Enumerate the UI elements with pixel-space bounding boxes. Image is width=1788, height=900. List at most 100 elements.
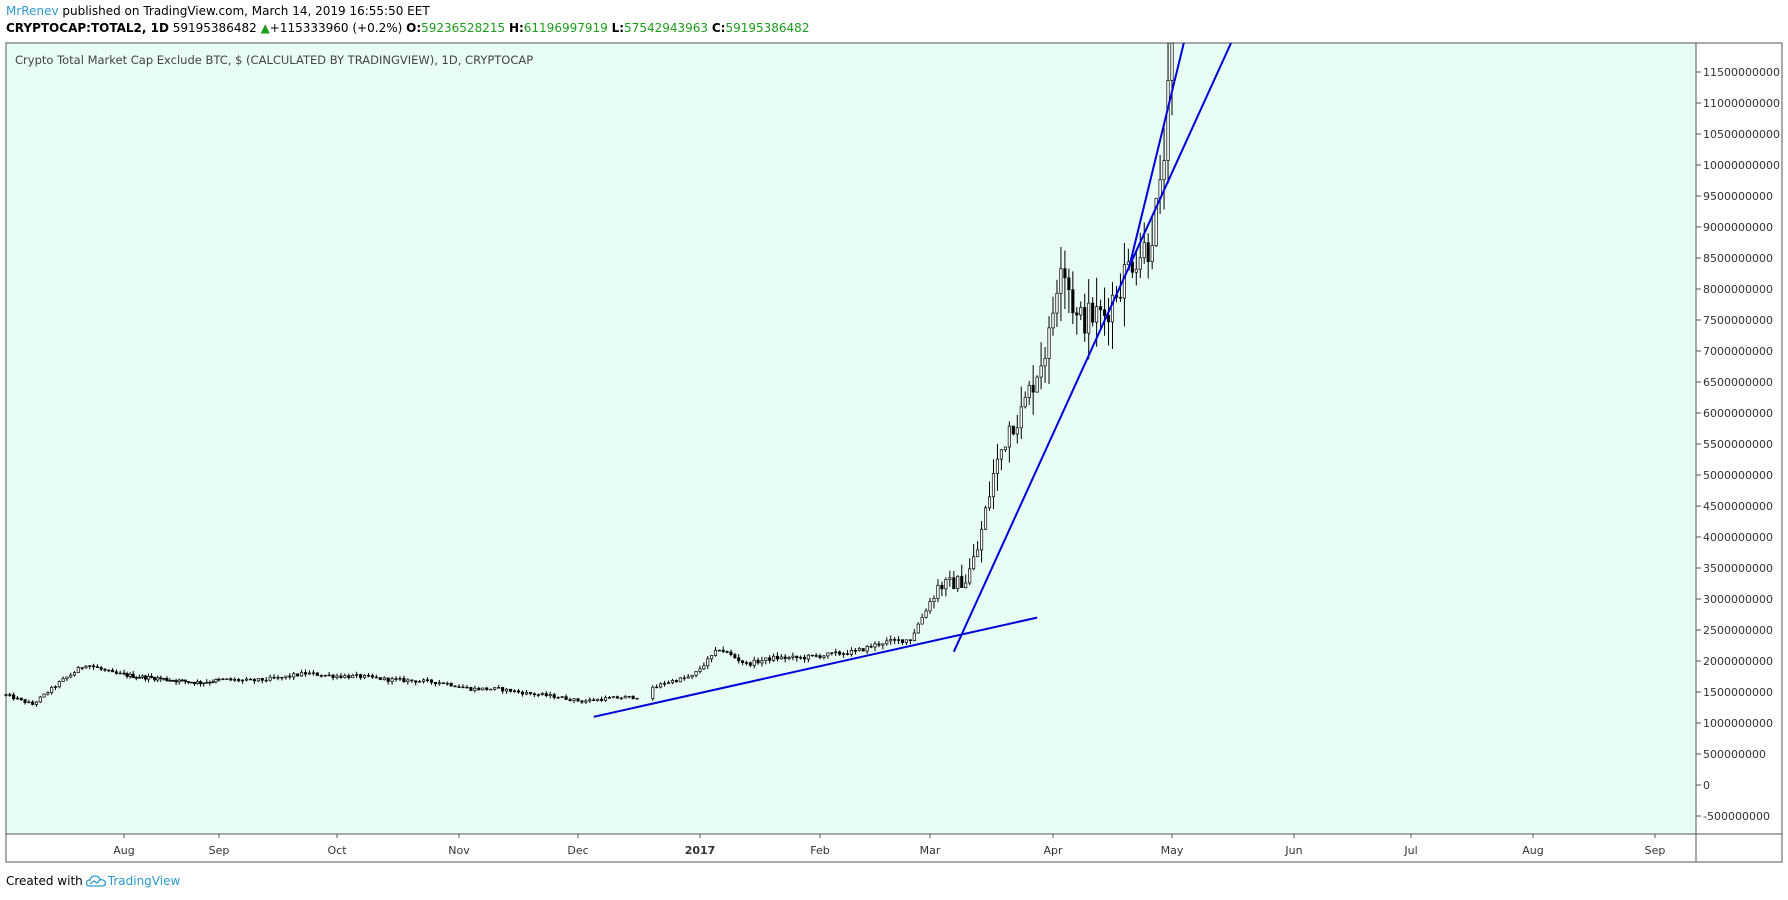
trendline-2[interactable]: [952, 42, 1232, 653]
candle: [211, 679, 215, 684]
candle-body: [140, 675, 144, 678]
candle: [177, 678, 181, 685]
candle: [741, 660, 745, 666]
time-axis-tick-label: Aug: [113, 844, 134, 857]
candle-body: [520, 691, 525, 695]
trendline-3[interactable]: [1127, 42, 1185, 271]
candle-body: [1095, 306, 1099, 323]
candle: [199, 680, 203, 687]
candle-body: [580, 700, 584, 703]
candle: [27, 699, 31, 704]
candle: [95, 664, 99, 668]
candle: [928, 597, 932, 614]
time-axis-panel: [5, 833, 1697, 863]
candle-body: [386, 677, 390, 682]
candle-body: [19, 697, 23, 700]
candle: [952, 570, 956, 590]
candle: [398, 676, 402, 682]
candle: [125, 671, 129, 679]
price-axis-tick-label: 8500000000: [1703, 252, 1773, 265]
candle: [536, 693, 540, 698]
candle-body: [1110, 294, 1115, 323]
candle-body: [556, 697, 560, 699]
candle-body: [153, 677, 157, 681]
candle: [4, 693, 8, 697]
candle: [38, 695, 42, 704]
candle: [131, 670, 135, 678]
candle: [23, 698, 27, 705]
candle-body: [1019, 406, 1023, 429]
candle-body: [1055, 292, 1059, 314]
candle-body: [842, 653, 846, 655]
candle-body: [195, 681, 200, 684]
candle: [469, 686, 473, 692]
candle-body: [1067, 277, 1071, 291]
candle: [944, 577, 948, 597]
candle: [964, 574, 968, 589]
candle: [225, 678, 229, 680]
price-axis-tick-label: 500000000: [1703, 748, 1766, 761]
candle-body: [501, 687, 505, 692]
price-axis-tick-label: 5000000000: [1703, 469, 1773, 482]
trendline-1[interactable]: [593, 616, 1038, 718]
candle-body: [916, 623, 920, 634]
candle: [768, 655, 772, 664]
candle-body: [940, 584, 944, 590]
candle: [603, 695, 608, 702]
candle-body: [760, 660, 764, 664]
candle-body: [437, 682, 441, 685]
candle-body: [303, 672, 308, 675]
symbol-label: CRYPTOCAP:TOTAL2, 1D: [6, 21, 169, 35]
candle-body: [964, 582, 968, 588]
low-value: 57542943963: [624, 21, 709, 35]
candle: [50, 685, 54, 695]
tradingview-brand-link[interactable]: TradingView: [85, 874, 181, 888]
candle-body: [976, 549, 980, 558]
candle-body: [159, 677, 163, 680]
candle: [818, 653, 822, 660]
candle: [229, 677, 233, 682]
time-axis-tick-label: Feb: [810, 844, 829, 857]
tradingview-brand-text: TradingView: [107, 874, 181, 888]
candle-body: [619, 697, 623, 700]
candle: [327, 671, 331, 677]
price-axis-tick-label: 4500000000: [1703, 500, 1773, 513]
time-axis-tick-label: Apr: [1043, 844, 1063, 857]
candle-body: [307, 672, 312, 675]
candle-body: [1011, 425, 1015, 435]
candle: [956, 575, 960, 593]
candle: [406, 678, 410, 685]
trendline-group[interactable]: [593, 42, 1232, 718]
author-link[interactable]: MrRenev: [6, 4, 59, 18]
candle-body: [422, 679, 426, 682]
candle: [849, 647, 853, 657]
candle-body: [544, 693, 548, 697]
candle-body: [15, 697, 19, 700]
candle-body: [1035, 376, 1039, 393]
candle: [118, 670, 122, 675]
candle: [600, 696, 604, 702]
candle: [666, 680, 671, 684]
candle-body: [635, 697, 639, 700]
candle: [241, 679, 245, 684]
candle: [822, 655, 826, 660]
candle: [655, 684, 659, 689]
candle-body: [131, 673, 135, 678]
candle: [214, 678, 218, 684]
candle-body: [355, 674, 359, 676]
candle: [284, 675, 288, 680]
candle-body: [469, 686, 473, 691]
candle: [999, 449, 1003, 471]
candle: [489, 688, 493, 691]
candle: [995, 443, 1000, 491]
candle-body: [564, 696, 568, 700]
price-axis-tick-label: 3000000000: [1703, 593, 1773, 606]
candle-body: [659, 683, 663, 688]
candle: [968, 558, 972, 586]
candle: [1055, 279, 1059, 328]
candle-body: [893, 639, 897, 641]
candle: [461, 684, 465, 689]
candle: [323, 674, 327, 677]
candle-body: [980, 528, 984, 551]
